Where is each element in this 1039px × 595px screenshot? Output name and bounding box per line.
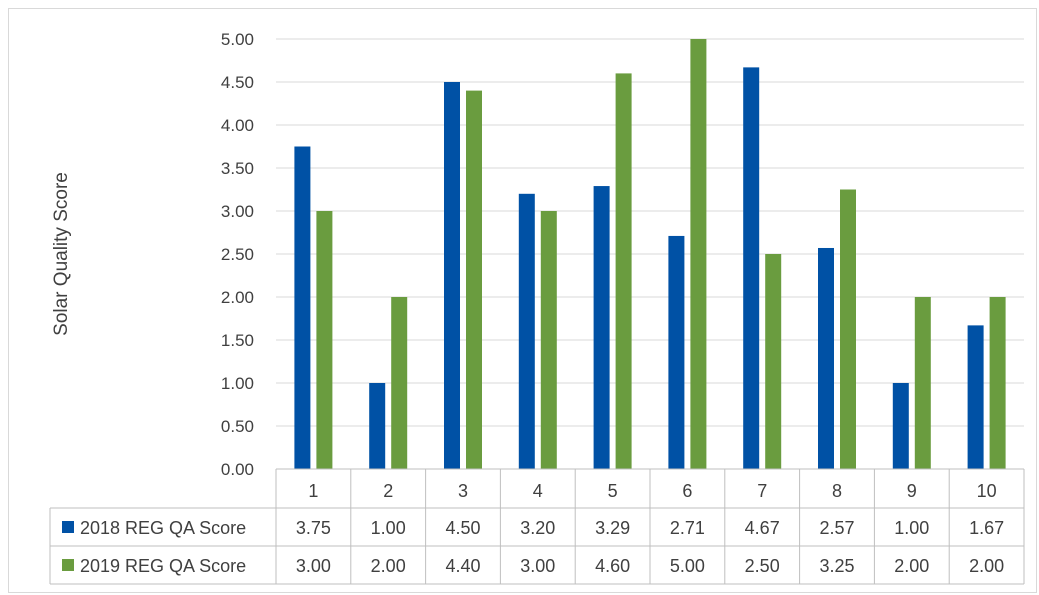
- data-value-label: 4.60: [595, 556, 630, 576]
- y-tick-label: 3.00: [221, 202, 254, 221]
- category-label: 4: [533, 481, 543, 501]
- category-label: 6: [682, 481, 692, 501]
- data-value-label: 3.29: [595, 518, 630, 538]
- bar-series-2: [466, 90, 482, 469]
- data-value-label: 1.67: [969, 518, 1004, 538]
- bar-series-1: [892, 383, 909, 469]
- data-value-label: 3.00: [296, 556, 331, 576]
- bar-series-2: [765, 254, 782, 469]
- bar-series-1: [369, 383, 386, 469]
- y-tick-label: 0.50: [221, 417, 254, 436]
- bar-series-1: [668, 235, 685, 469]
- y-tick-label: 2.00: [221, 288, 254, 307]
- bar-series-2: [391, 297, 408, 469]
- y-tick-label: 1.50: [221, 331, 254, 350]
- bar-series-2: [914, 297, 931, 469]
- y-tick-label: 3.50: [221, 159, 254, 178]
- series-name: 2019 REG QA Score: [80, 556, 246, 576]
- bar-series-2: [989, 297, 1006, 469]
- bars: [294, 39, 1006, 470]
- y-tick-label: 2.50: [221, 245, 254, 264]
- category-label: 8: [832, 481, 842, 501]
- data-value-label: 4.40: [445, 556, 480, 576]
- y-tick-label: 4.50: [221, 73, 254, 92]
- bar-series-2: [316, 211, 333, 469]
- bar-series-1: [967, 325, 984, 469]
- y-tick-label: 5.00: [221, 30, 254, 49]
- data-value-label: 2.71: [670, 518, 705, 538]
- category-label: 9: [907, 481, 917, 501]
- bar-series-1: [743, 67, 760, 469]
- data-value-label: 4.50: [445, 518, 480, 538]
- bar-series-2: [840, 189, 856, 469]
- data-table: 1 2 3 4 5 6 7 8 9 10 2018 REG QA Score 3.75 1.00 4.50…: [49, 468, 1025, 585]
- gridlines: [276, 38, 1024, 470]
- category-label: 2: [383, 481, 393, 501]
- series-name: 2018 REG QA Score: [80, 518, 246, 538]
- bar-series-1: [593, 186, 610, 469]
- legend-swatch: [62, 521, 74, 533]
- data-value-label: 2.57: [819, 518, 854, 538]
- data-value-label: 1.00: [371, 518, 406, 538]
- category-label: 3: [458, 481, 468, 501]
- bar-series-2: [690, 39, 707, 469]
- data-value-label: 4.67: [745, 518, 780, 538]
- y-tick-label: 0.00: [221, 460, 254, 479]
- y-axis-label: Solar Quality Score: [51, 172, 72, 336]
- category-label: 7: [757, 481, 767, 501]
- data-value-label: 1.00: [894, 518, 929, 538]
- data-value-label: 5.00: [670, 556, 705, 576]
- y-tick-label: 4.00: [221, 116, 254, 135]
- bar-series-1: [294, 146, 311, 469]
- data-value-label: 2.00: [969, 556, 1004, 576]
- category-label: 10: [977, 481, 997, 501]
- bar-series-1: [444, 82, 460, 469]
- data-value-label: 2.00: [371, 556, 406, 576]
- data-value-label: 3.75: [296, 518, 331, 538]
- data-value-label: 3.00: [520, 556, 555, 576]
- data-value-label: 3.25: [819, 556, 854, 576]
- data-value-label: 2.00: [894, 556, 929, 576]
- y-axis-ticks: 0.00 0.50 1.00 1.50 2.00 2.50 3.00 3.50 4.00 4.50…: [221, 30, 254, 479]
- legend-swatch: [62, 559, 74, 571]
- bar-series-2: [540, 211, 557, 469]
- category-label: 1: [308, 481, 318, 501]
- bar-series-1: [818, 247, 834, 469]
- data-value-label: 2.50: [745, 556, 780, 576]
- y-tick-label: 1.00: [221, 374, 254, 393]
- bar-series-2: [615, 73, 632, 470]
- bar-series-1: [518, 193, 535, 470]
- category-label: 5: [608, 481, 618, 501]
- data-value-label: 3.20: [520, 518, 555, 538]
